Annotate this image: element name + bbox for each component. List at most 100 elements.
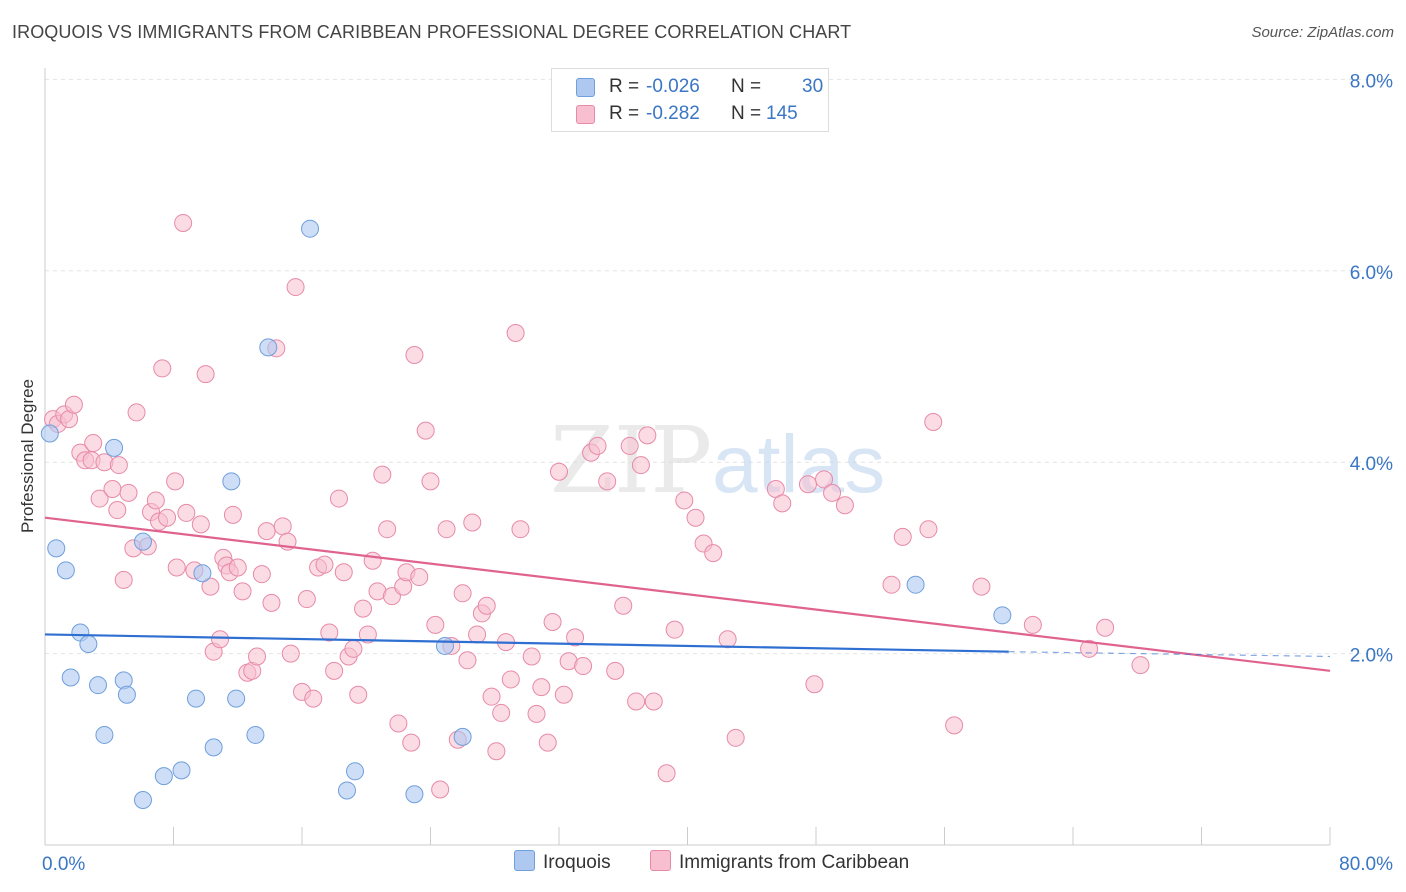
caribbean-point — [402, 733, 421, 752]
caribbean-point — [945, 716, 964, 735]
iroquois-point — [79, 635, 98, 654]
iroquois-point — [259, 338, 278, 357]
caribbean-point — [463, 513, 482, 532]
iroquois-point — [246, 725, 265, 744]
caribbean-point — [823, 483, 842, 502]
caribbean-point — [158, 508, 177, 527]
caribbean-point — [325, 661, 344, 680]
caribbean-point — [550, 462, 568, 481]
caribbean-point — [90, 489, 109, 508]
caribbean-point — [248, 647, 267, 666]
caribbean-point — [431, 780, 450, 799]
iroquois-point — [993, 606, 1012, 625]
caribbean-point — [644, 692, 663, 711]
iroquois-point — [40, 424, 59, 443]
axes — [44, 68, 1331, 846]
iroquois-point — [133, 532, 152, 551]
caribbean-point — [620, 436, 639, 455]
caribbean-point — [177, 503, 196, 522]
caribbean-point — [297, 590, 316, 609]
x-tick-label: 0.0% — [42, 854, 85, 875]
caribbean-point — [458, 651, 477, 670]
caribbean-point — [146, 491, 165, 510]
caribbean-point — [405, 346, 424, 365]
caribbean-point — [389, 714, 408, 733]
caribbean-point — [109, 456, 128, 475]
caribbean-point — [304, 689, 323, 708]
y-tick-label: 6.0% — [1350, 263, 1393, 284]
caribbean-point — [252, 565, 271, 584]
iroquois-point — [204, 738, 223, 757]
bottom-legend-label: Iroquois — [543, 852, 611, 873]
iroquois-point — [405, 785, 424, 804]
caribbean-point — [349, 685, 368, 704]
caribbean-point — [1080, 639, 1099, 658]
caribbean-point — [614, 596, 633, 615]
caribbean-point — [329, 489, 348, 508]
caribbean-point — [487, 742, 506, 761]
legend-n-value: 145 — [766, 103, 798, 124]
caribbean-points — [44, 213, 1150, 799]
caribbean-point — [805, 675, 824, 694]
caribbean-point — [686, 508, 705, 527]
caribbean-point — [119, 483, 138, 502]
iroquois-point — [133, 791, 152, 810]
stats-legend: R = -0.026 N = 30 R = -0.282 N = 145 — [551, 68, 829, 132]
watermark-atlas: atlas — [712, 419, 885, 510]
legend-n-label: N = — [731, 76, 762, 97]
iroquois-point — [301, 219, 320, 238]
iroquois-point — [193, 564, 212, 583]
x-tick-label: 80.0% — [1339, 854, 1393, 875]
bottom-legend-label: Immigrants from Caribbean — [679, 852, 910, 873]
iroquois-point — [89, 676, 108, 695]
iroquois-trend-line — [44, 633, 1009, 653]
caribbean-point — [358, 625, 377, 644]
iroquois-point — [346, 762, 365, 781]
bottom-swatch-caribbean — [650, 850, 671, 871]
iroquois-point — [117, 685, 136, 704]
caribbean-point — [638, 426, 657, 445]
caribbean-point — [972, 577, 991, 596]
y-tick-label: 8.0% — [1350, 71, 1393, 92]
legend-r-value: -0.282 — [646, 103, 700, 124]
iroquois-point — [453, 727, 472, 746]
caribbean-point — [566, 628, 585, 647]
iroquois-point — [186, 689, 205, 708]
iroquois-trend-extension — [1008, 651, 1331, 658]
legend-r-label: R = — [609, 103, 640, 124]
caribbean-point — [273, 517, 292, 536]
iroquois-point — [337, 781, 356, 800]
caribbean-point — [108, 501, 127, 520]
caribbean-point — [233, 582, 252, 601]
iroquois-points — [40, 219, 1012, 810]
y-tick-label: 4.0% — [1350, 454, 1393, 475]
caribbean-point — [468, 625, 487, 644]
caribbean-point — [174, 213, 193, 232]
caribbean-point — [675, 491, 694, 510]
caribbean-point — [773, 494, 792, 513]
caribbean-point — [527, 704, 546, 723]
legend-row-iroquois: R = -0.026 N = 30 — [552, 74, 828, 100]
caribbean-point — [354, 599, 373, 618]
caribbean-point — [262, 593, 281, 612]
caribbean-point — [522, 647, 541, 666]
caribbean-point — [334, 563, 353, 582]
caribbean-point — [228, 558, 247, 577]
caribbean-point — [281, 644, 300, 663]
caribbean-point — [153, 359, 172, 378]
caribbean-point — [554, 685, 573, 704]
caribbean-point — [223, 505, 242, 524]
caribbean-point — [726, 728, 745, 747]
iroquois-point — [105, 438, 124, 457]
caribbean-point — [127, 403, 146, 422]
caribbean-point — [606, 661, 625, 680]
legend-n-label: N = — [731, 103, 762, 124]
iroquois-point — [47, 539, 66, 558]
caribbean-point — [919, 520, 938, 539]
caribbean-point — [286, 278, 305, 297]
legend-n-value: 30 — [802, 76, 824, 97]
caribbean-point — [421, 472, 440, 491]
iroquois-point — [435, 636, 454, 655]
iroquois-point — [61, 668, 80, 687]
